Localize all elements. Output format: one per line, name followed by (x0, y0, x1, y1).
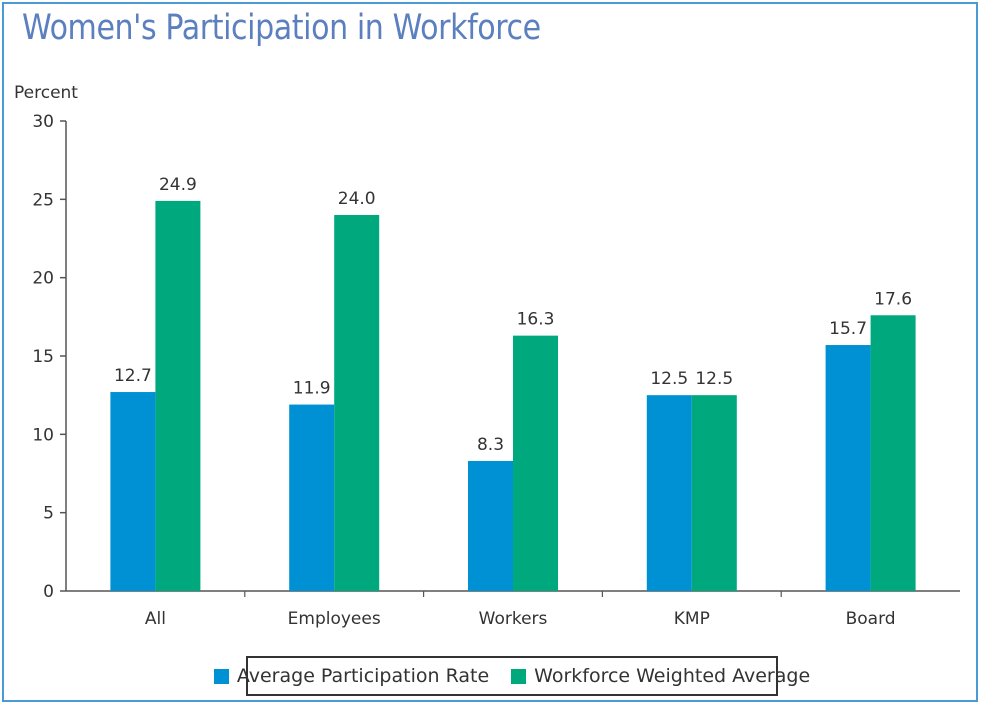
data-label: 24.0 (338, 189, 376, 209)
bar-workforce-weighted-average (155, 200, 201, 591)
bar-average-participation-rate (646, 395, 692, 591)
x-tick-label: All (145, 609, 166, 629)
data-label: 12.5 (695, 369, 733, 389)
x-tick-label: Workers (479, 609, 548, 629)
y-axis-label: Percent (14, 83, 78, 103)
bar-workforce-weighted-average (334, 215, 380, 591)
chart-title: Women's Participation in Workforce (22, 8, 541, 48)
bar-workforce-weighted-average (691, 395, 737, 591)
x-tick-label: KMP (674, 609, 710, 629)
bar-workforce-weighted-average (513, 335, 558, 591)
data-label: 12.7 (114, 366, 152, 386)
y-tick-label: 0 (43, 582, 54, 602)
y-tick-label: 10 (32, 425, 54, 445)
data-label: 16.3 (517, 310, 555, 330)
data-label: 15.7 (829, 319, 867, 339)
data-label: 11.9 (293, 379, 331, 399)
bar-average-participation-rate (110, 392, 156, 591)
legend-label-series-1: Average Participation Rate (236, 665, 490, 687)
bar-average-participation-rate (289, 404, 335, 591)
y-tick-label: 25 (32, 190, 54, 210)
chart-legend: Average Participation Rate Workforce Wei… (213, 656, 810, 696)
x-tick-label: Employees (288, 609, 381, 629)
y-tick-label: 5 (43, 504, 54, 524)
legend-swatch-series-2 (511, 668, 527, 684)
legend-item-series-2: Workforce Weighted Average (511, 665, 810, 687)
legend-label-series-2: Workforce Weighted Average (534, 665, 811, 687)
y-tick-label: 20 (32, 269, 54, 289)
data-label: 8.3 (477, 435, 504, 455)
x-tick-label: Board (846, 609, 896, 629)
legend-item-series-1: Average Participation Rate (213, 665, 490, 687)
legend-swatch-series-1 (213, 668, 229, 684)
y-tick-label: 15 (32, 347, 54, 367)
data-label: 12.5 (650, 369, 688, 389)
data-label: 17.6 (874, 289, 912, 309)
data-label: 24.9 (159, 175, 197, 195)
bar-average-participation-rate (825, 345, 871, 591)
bar-average-participation-rate (468, 460, 513, 591)
y-tick-label: 30 (32, 112, 54, 132)
bar-workforce-weighted-average (870, 315, 916, 591)
